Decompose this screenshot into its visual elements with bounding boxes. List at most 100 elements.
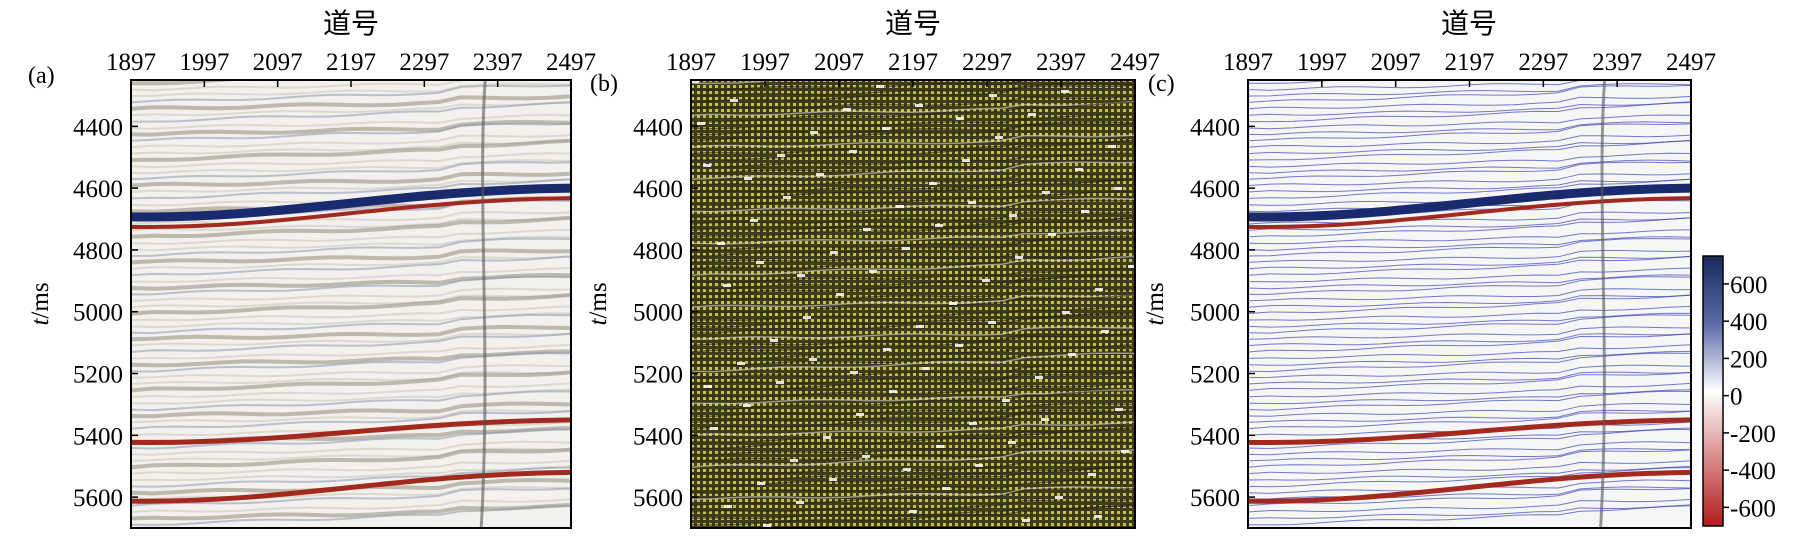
reflector-line [1248, 267, 1691, 283]
x-tick-label: 2497 [546, 49, 596, 76]
speckle [896, 205, 904, 208]
reflector-line [691, 173, 1135, 187]
speckle [790, 459, 798, 462]
speckle [862, 455, 870, 458]
reflector-line [131, 459, 571, 475]
reflector-line [131, 122, 571, 142]
reflector-line [691, 409, 1135, 424]
speckle [1094, 515, 1102, 518]
reflector-line [691, 344, 1135, 360]
reflector-line [131, 178, 571, 193]
reflector-line [691, 486, 1135, 500]
speckle [757, 482, 765, 485]
reflector-line [691, 275, 1135, 296]
speckle [989, 94, 997, 97]
reflector-line [131, 465, 571, 482]
panel-a-letter: (a) [28, 63, 55, 89]
panel-c-ylabel-unit: /ms [1142, 282, 1169, 318]
panel-b-xticks: 1897 1997 2097 2197 2297 2397 2497 [666, 49, 1160, 87]
reflector-line [691, 447, 1135, 462]
reflector-line [1248, 250, 1691, 263]
speckle [809, 358, 817, 361]
reflector-line [131, 159, 571, 175]
reflector-line [131, 324, 571, 342]
reflector-line [1248, 467, 1691, 488]
reflector-line [1248, 498, 1691, 513]
y-tick-label: 4800 [1190, 238, 1240, 265]
speckle [1022, 519, 1030, 522]
y-tick-label: 5600 [73, 485, 123, 512]
reflector-line [691, 249, 1135, 264]
reflector-line [131, 332, 571, 347]
reflector-line [1248, 312, 1691, 328]
reflector-line [1248, 333, 1691, 353]
reflector-line [1248, 371, 1691, 385]
speckle [697, 122, 705, 125]
reflector-line [691, 121, 1135, 136]
reflector-line [131, 287, 571, 302]
reflector-line [1248, 505, 1691, 526]
reflector-line [1248, 344, 1691, 359]
reflector-line [1248, 173, 1691, 187]
reflector-line [1248, 441, 1691, 456]
reflector-line [131, 466, 571, 488]
reflector-line [131, 237, 571, 257]
x-tick-label: 2297 [399, 49, 449, 76]
speckle [975, 464, 983, 467]
speckle [1008, 441, 1016, 444]
x-tick-label: 2097 [1371, 49, 1421, 76]
reflector-line [1248, 140, 1691, 161]
reflector-line [1248, 504, 1691, 519]
reflector-line [691, 294, 1135, 315]
reflector-line [691, 305, 1135, 321]
reflector-line [691, 190, 1135, 207]
speckle [796, 501, 804, 504]
colorbar: 600 400 200 0 -200 -400 -600 [1702, 255, 1776, 527]
x-tick-label: 2297 [1518, 49, 1568, 76]
reflector-line [1248, 352, 1691, 373]
reflector-line [1248, 102, 1691, 123]
y-tick-label: 4400 [1190, 114, 1240, 141]
reflector-line [691, 428, 1135, 450]
reflector-line [131, 447, 571, 470]
speckle [744, 177, 752, 180]
reflector-line [1248, 236, 1691, 251]
y-tick-label: 4800 [633, 238, 683, 265]
speckle [863, 228, 871, 231]
x-tick-label: 1897 [106, 49, 156, 76]
speckle [883, 348, 891, 351]
reflector-line [691, 274, 1135, 290]
x-tick-label: 2497 [1666, 49, 1716, 76]
x-tick-label: 2297 [962, 49, 1012, 76]
speckle [743, 404, 751, 407]
reflector-line [691, 123, 1135, 142]
reflector-line [1248, 364, 1691, 379]
speckle [797, 274, 805, 277]
speckle [929, 182, 937, 185]
x-tick-label: 2097 [253, 49, 303, 76]
reflector-line [1248, 429, 1691, 450]
speckle [1061, 90, 1069, 93]
speckle [816, 173, 824, 176]
reflector-line [131, 113, 571, 130]
reflector-line [691, 152, 1135, 168]
speckle [756, 261, 764, 264]
speckle [935, 224, 943, 227]
horizon-event [131, 417, 571, 446]
reflector-line [1248, 217, 1691, 231]
x-tick-label: 2097 [814, 49, 864, 76]
reflector-line [131, 498, 571, 513]
colorbar-tick-label: -400 [1730, 458, 1776, 485]
speckle [889, 390, 897, 393]
reflector-line [691, 237, 1135, 257]
reflector-line [691, 427, 1135, 443]
speckle [1042, 191, 1050, 194]
reflector-line [131, 134, 571, 149]
reflector-line [1248, 382, 1691, 398]
y-tick-label: 5600 [1190, 485, 1240, 512]
x-tick-label: 2397 [1592, 49, 1642, 76]
reflector-line [1248, 488, 1691, 507]
reflector-line [691, 197, 1135, 213]
reflector-line [1248, 229, 1691, 245]
colorbar-ticks: 600 400 200 0 -200 -400 -600 [1723, 272, 1776, 522]
